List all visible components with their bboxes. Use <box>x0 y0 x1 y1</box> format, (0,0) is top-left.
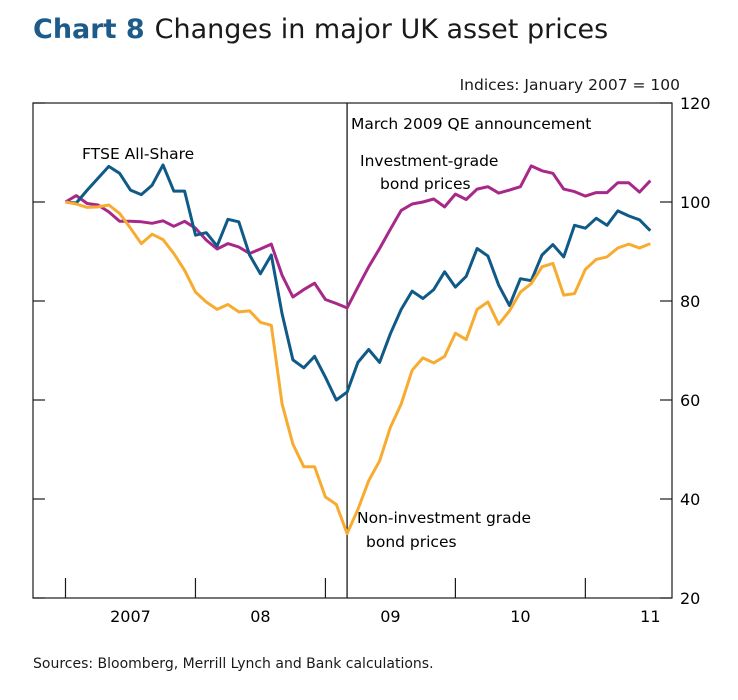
x-tick-label: 11 <box>640 607 660 626</box>
y-tick-label: 20 <box>680 589 700 608</box>
ig-label-line2: bond prices <box>380 175 471 193</box>
series-line-investment-grade <box>64 164 652 310</box>
ftse-label: FTSE All-Share <box>82 145 194 163</box>
x-tick-label: 2007 <box>110 607 151 626</box>
ig-label-line1: Investment-grade <box>360 152 498 170</box>
x-tick-label: 08 <box>250 607 270 626</box>
chart-title: Chart 8 Changes in major UK asset prices <box>33 14 608 45</box>
series-line-ftse <box>65 163 652 402</box>
series-line-non-investment-grade <box>65 200 651 536</box>
chart-number: Chart 8 <box>33 14 145 45</box>
qe-label: March 2009 QE announcement <box>351 115 591 133</box>
y-tick-label: 80 <box>680 292 700 311</box>
nig-label-line1: Non-investment grade <box>357 509 531 527</box>
chart-title-text: Changes in major UK asset prices <box>154 14 609 45</box>
x-tick-label: 09 <box>380 607 400 626</box>
y-tick-label: 100 <box>680 193 711 212</box>
nig-label-line2: bond prices <box>366 533 457 551</box>
y-tick-label: 120 <box>680 94 711 113</box>
y-tick-label: 60 <box>680 391 700 410</box>
sources-note: Sources: Bloomberg, Merrill Lynch and Ba… <box>33 656 434 672</box>
plot-frame <box>32 102 673 599</box>
x-tick-label: 10 <box>510 607 530 626</box>
units-label: Indices: January 2007 = 100 <box>459 76 680 94</box>
y-tick-label: 40 <box>680 490 700 509</box>
